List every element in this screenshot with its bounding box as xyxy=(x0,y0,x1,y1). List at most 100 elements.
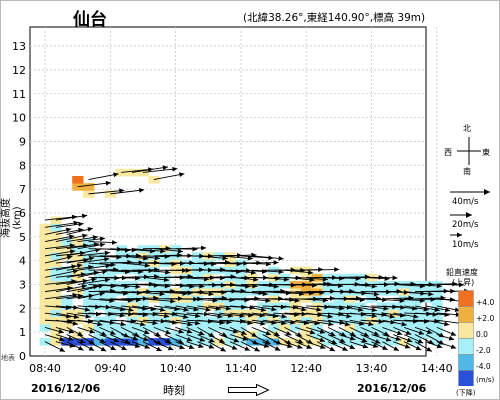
wind-arrow xyxy=(44,250,76,257)
wind-arrow xyxy=(219,298,250,301)
wind-arrow-head xyxy=(149,248,156,254)
wind-arrow-head xyxy=(278,256,284,261)
wind-arrow-head xyxy=(140,321,146,327)
wind-arrow-head xyxy=(104,256,110,262)
wind-arrow-head xyxy=(406,337,413,343)
wind-arrow-head xyxy=(423,318,430,324)
wind-arrow xyxy=(295,298,329,301)
wind-arrow-head xyxy=(328,321,334,327)
wind-arrow-head xyxy=(361,337,368,343)
wind-arrow-head xyxy=(395,336,401,341)
wind-arrow-head xyxy=(208,291,214,297)
wind-arrow-head xyxy=(285,331,292,336)
wind-arrow-head xyxy=(297,338,304,344)
wind-arrow-head xyxy=(99,242,106,248)
wind-arrow-head xyxy=(357,307,364,312)
wind-arrow-head xyxy=(434,307,440,312)
wind-arrow-head xyxy=(262,291,268,297)
wind-arrow-head xyxy=(135,284,141,289)
wind-arrow-head xyxy=(444,307,451,313)
wind-arrow xyxy=(55,214,88,221)
wind-arrow xyxy=(197,255,228,259)
vv-tick-p2: +2.0 xyxy=(476,314,495,323)
wind-arrow-head xyxy=(331,339,337,344)
wind-arrow xyxy=(88,189,125,195)
wind-arrow xyxy=(251,255,284,260)
y-tick-label: 1 xyxy=(19,326,26,339)
wind-arrow xyxy=(142,262,177,265)
wind-arrow-head xyxy=(263,343,270,348)
wind-arrow-head xyxy=(448,335,455,341)
wind-arrow-head xyxy=(198,343,204,348)
y-tick-label: 4 xyxy=(19,255,26,268)
wind-arrow xyxy=(240,262,272,265)
wind-arrow-head xyxy=(68,234,75,240)
wind-arrow-head xyxy=(264,339,271,344)
wind-arrow-head xyxy=(179,344,185,350)
wind-arrow xyxy=(77,264,111,271)
wind-arrow-head xyxy=(417,338,424,344)
wind-arrow xyxy=(110,189,145,195)
wind-arrow-head xyxy=(178,328,184,334)
wind-arrow-head xyxy=(101,331,107,336)
wind-arrow xyxy=(77,270,108,278)
wind-arrow-head xyxy=(113,337,119,343)
wind-arrow-head xyxy=(81,284,87,289)
vertical-velocity-title: 鉛直速度 (上昇) xyxy=(446,268,478,288)
velocity-cell xyxy=(83,183,95,191)
wind-arrow-head xyxy=(193,306,199,312)
wind-arrow xyxy=(77,252,110,257)
wind-arrow-head xyxy=(156,346,162,352)
wind-arrow-head xyxy=(450,331,457,336)
wind-arrow-head xyxy=(165,269,171,275)
wind-arrow-head xyxy=(87,227,93,232)
wind-arrow-head xyxy=(286,339,292,345)
wind-arrow-head xyxy=(250,270,257,275)
wind-arrow-head xyxy=(273,260,279,266)
wind-arrow-head xyxy=(413,313,419,319)
vertical-velocity-colorbar xyxy=(458,290,474,386)
wind-arrow-head xyxy=(134,343,141,348)
wind-arrow-head xyxy=(449,297,455,302)
wind-arrow xyxy=(44,221,79,228)
wind-arrow-head xyxy=(396,330,403,336)
wind-arrow-head xyxy=(205,307,211,312)
y-tick-label: 13 xyxy=(12,40,26,53)
ground-label: 地表 xyxy=(1,354,15,362)
wind-arrow xyxy=(88,173,119,181)
wind-arrow-head xyxy=(287,343,293,349)
y-tick-label: 8 xyxy=(19,159,26,172)
wind-arrow-head xyxy=(363,332,369,337)
wind-arrow-head xyxy=(415,345,422,350)
vv-unit: (m/s) xyxy=(476,376,495,384)
wind-arrow xyxy=(393,298,426,302)
wind-arrow-head xyxy=(283,276,289,282)
y-axis-label: 海抜高度 (km) xyxy=(1,198,23,238)
wind-arrow-head xyxy=(58,329,64,334)
wind-arrow-head xyxy=(167,345,174,351)
compass-west: 西 xyxy=(444,148,452,157)
wind-arrow-head xyxy=(159,307,166,312)
wind-arrow-head xyxy=(260,307,267,313)
wind-arrow-head xyxy=(138,188,145,193)
wind-arrow xyxy=(44,294,78,300)
wind-arrow-head xyxy=(132,335,139,341)
wind-arrow-head xyxy=(342,346,348,351)
wind-arrow-head xyxy=(349,344,356,349)
wind-arrow-head xyxy=(373,291,380,297)
wind-arrow-head xyxy=(245,283,251,289)
wind-arrow-head xyxy=(217,313,223,319)
wind-arrow-head xyxy=(170,298,176,304)
wind-arrow xyxy=(153,173,185,181)
wind-arrow xyxy=(415,297,446,300)
wind-arrow-head xyxy=(186,328,193,334)
wind-arrow xyxy=(55,273,87,278)
station-info: (北緯38.26°,東経140.90°,標高 39m) xyxy=(243,12,426,24)
x-tick-label: 09:40 xyxy=(94,362,126,375)
wind-arrow-head xyxy=(159,291,165,297)
wind-arrow-head xyxy=(251,332,257,337)
wind-arrow-head xyxy=(344,321,351,327)
y-tick-label: 10 xyxy=(12,112,26,125)
wind-arrow-head xyxy=(73,220,79,226)
wind-arrow-head xyxy=(443,321,450,327)
